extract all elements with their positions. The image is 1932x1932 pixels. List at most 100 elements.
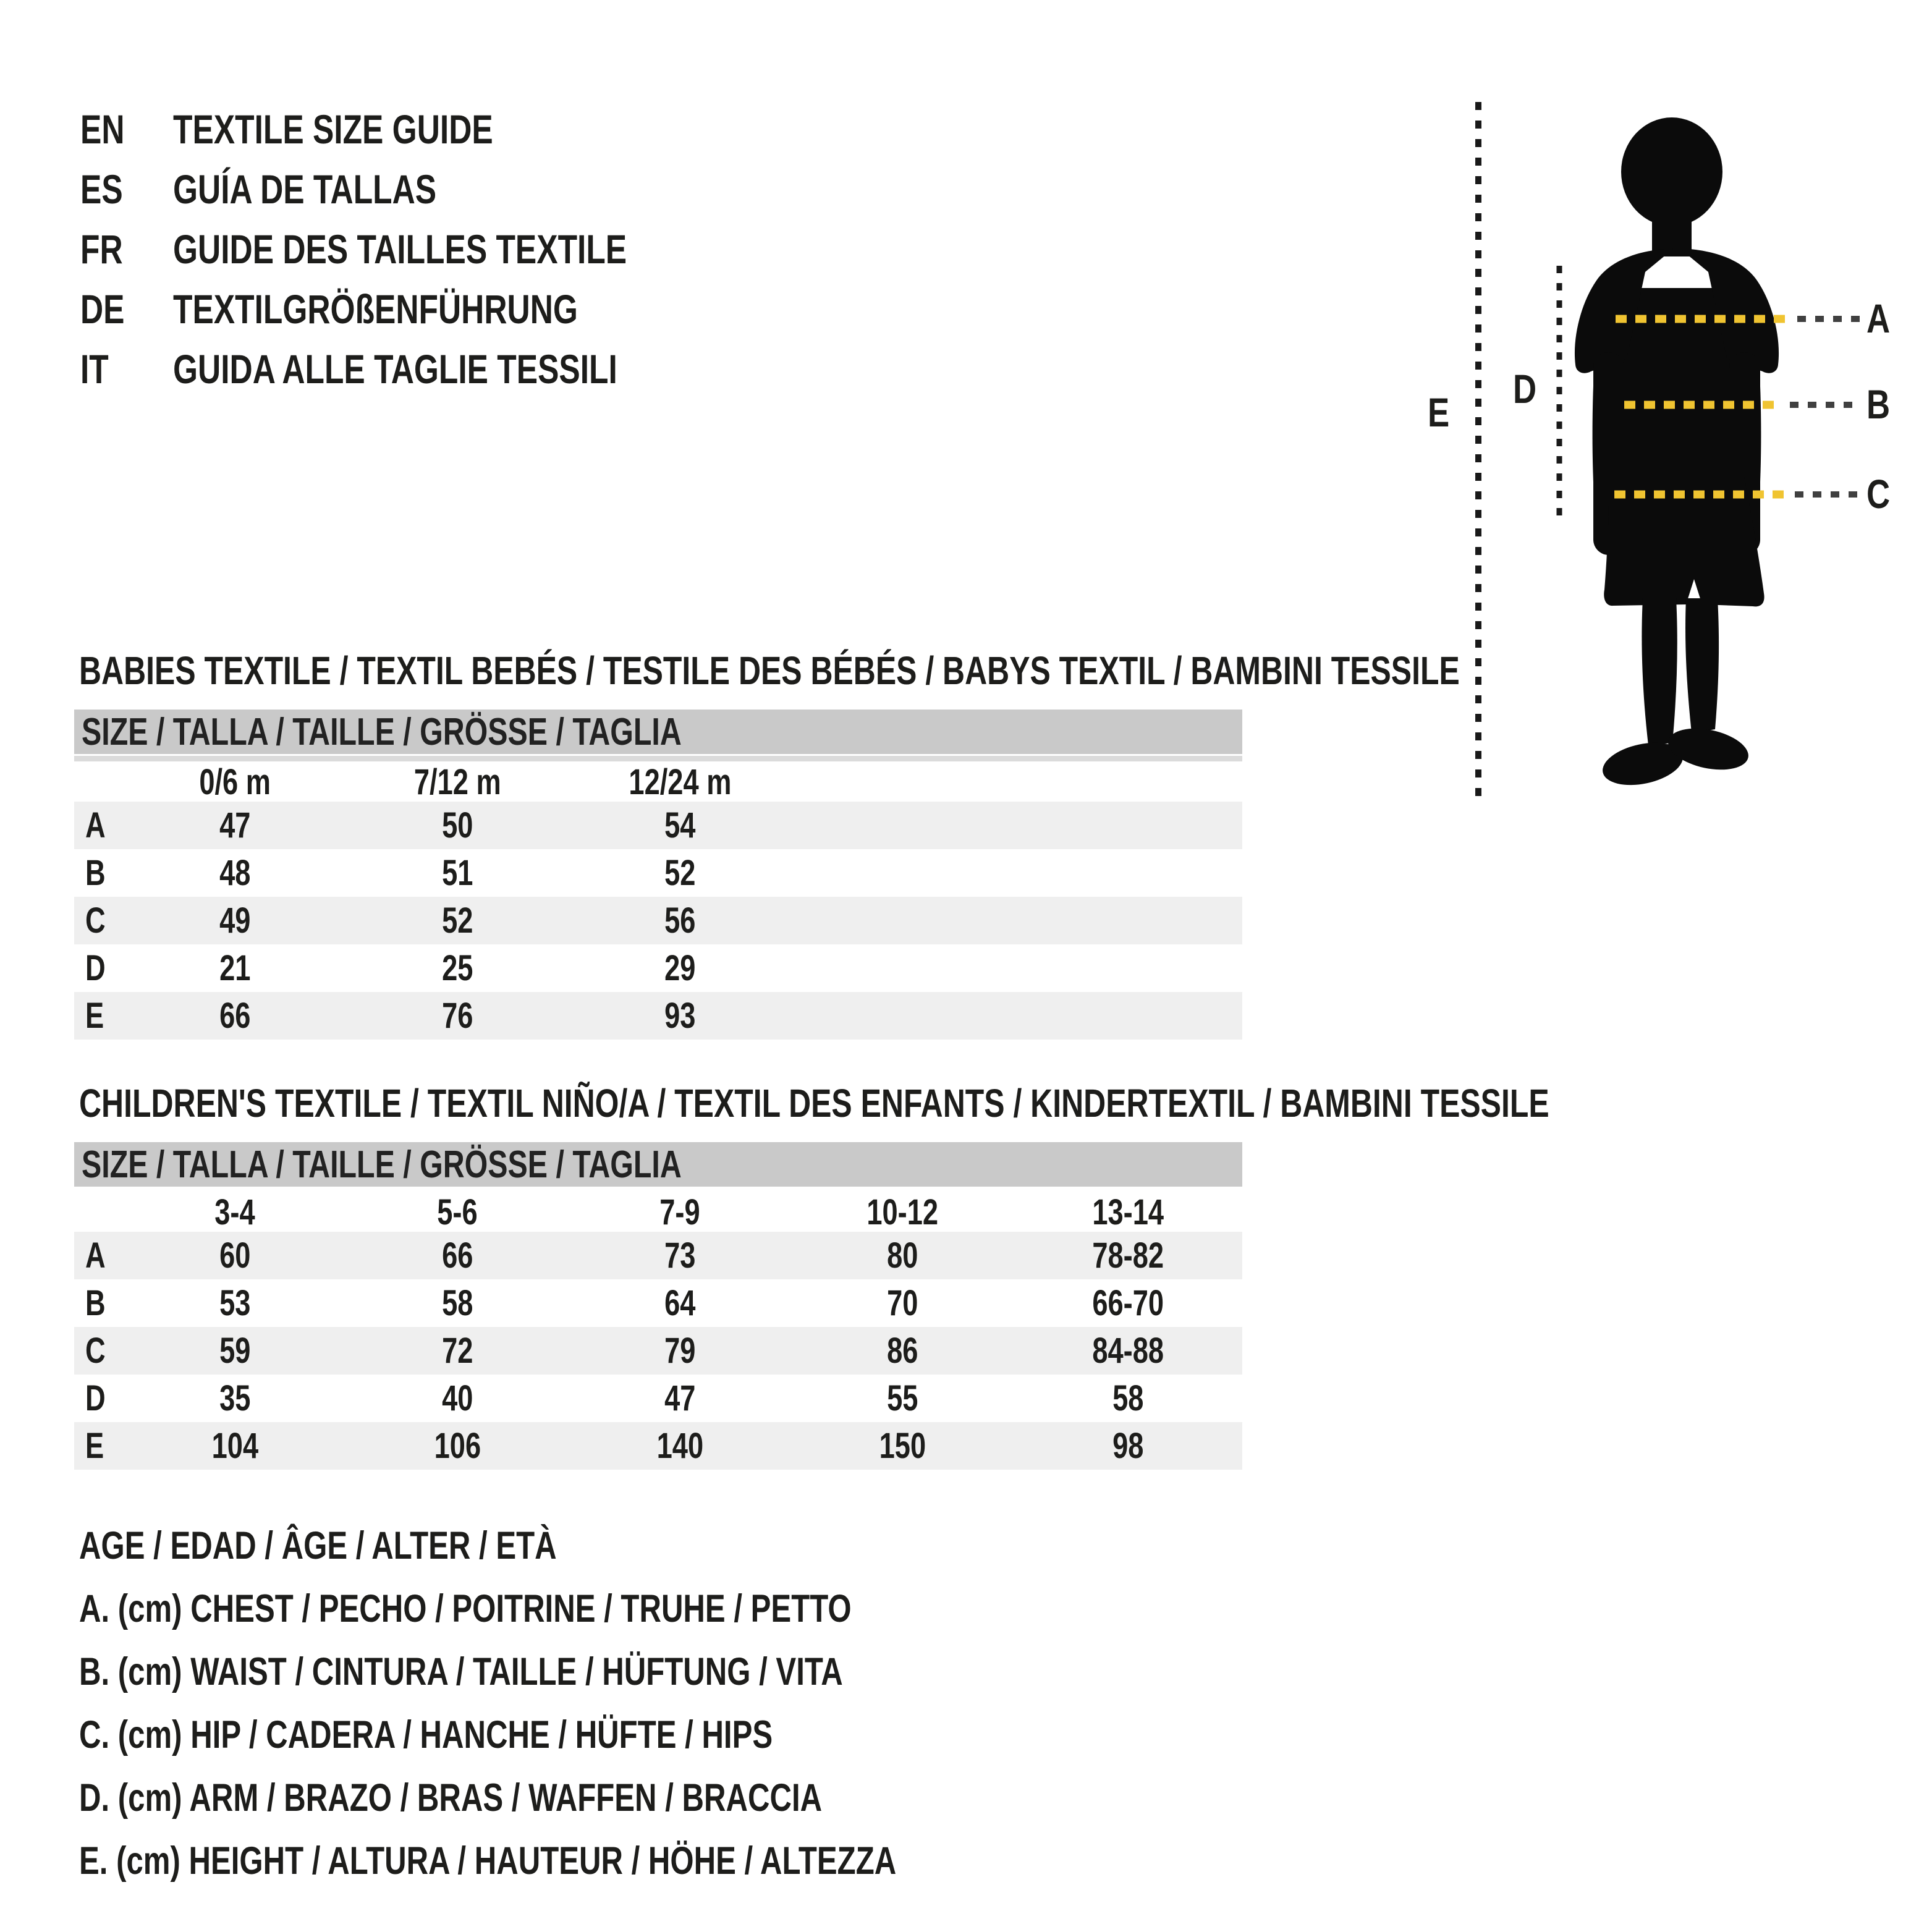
size-cell: 40 (441, 1378, 473, 1418)
size-cell: 25 (441, 948, 473, 988)
child-silhouette-icon (1574, 117, 1779, 786)
legend-line-arm: D. (cm) ARM / BRAZO / BRAS / WAFFEN / BR… (79, 1776, 823, 1820)
babies-table-row-b: B 48 51 52 (74, 849, 1242, 897)
language-row-fr: FR GUIDE DES TAILLES TEXTILE (80, 219, 755, 279)
babies-section-title: BABIES TEXTILE / TEXTIL BEBÉS / TESTILE … (79, 648, 1460, 693)
size-cell: 59 (219, 1331, 251, 1371)
language-row-de: DE TEXTILGRÖßENFÜHRUNG (80, 279, 755, 339)
legend-line-height: E. (cm) HEIGHT / ALTURA / HAUTEUR / HÖHE… (79, 1839, 897, 1883)
child-left-shoe (1603, 742, 1683, 786)
row-label: A (85, 1235, 106, 1276)
size-cell: 73 (664, 1235, 696, 1276)
babies-table-header-bar: SIZE / TALLA / TAILLE / GRÖSSE / TAGLIA (74, 710, 1242, 754)
language-title-fr: GUIDE DES TAILLES TEXTILE (173, 226, 627, 272)
row-label: C (85, 900, 106, 941)
size-cell: 55 (886, 1378, 918, 1418)
measure-label-a: A (1866, 295, 1890, 341)
children-column-header-4: 10-12 (866, 1192, 938, 1232)
size-cell: 104 (211, 1426, 258, 1466)
babies-column-header-2: 7/12 m (413, 762, 501, 802)
size-cell: 54 (664, 805, 696, 845)
size-cell: 58 (441, 1283, 473, 1323)
children-column-header-2: 5-6 (437, 1192, 478, 1232)
size-cell: 21 (219, 948, 251, 988)
language-code-de: DE (80, 286, 125, 332)
child-left-sleeve (1574, 248, 1674, 373)
row-label: B (85, 1283, 106, 1323)
row-label: A (85, 805, 106, 845)
language-row-es: ES GUÍA DE TALLAS (80, 159, 755, 219)
size-cell: 70 (886, 1283, 918, 1323)
child-neck (1652, 207, 1692, 256)
language-row-it: IT GUIDA ALLE TAGLIE TESSILI (80, 339, 755, 399)
measure-label-c: C (1866, 471, 1890, 517)
language-title-de: TEXTILGRÖßENFÜHRUNG (173, 286, 578, 332)
size-cell: 66-70 (1092, 1283, 1164, 1323)
babies-size-header-label: SIZE / TALLA / TAILLE / GRÖSSE / TAGLIA (82, 710, 682, 753)
measure-label-b: B (1866, 381, 1890, 427)
language-code-fr: FR (80, 226, 123, 272)
measurement-legend: AGE / EDAD / ÂGE / ALTER / ETÀ A. (cm) C… (79, 1514, 1127, 1892)
language-row-en: EN TEXTILE SIZE GUIDE (80, 99, 755, 159)
children-column-header-5: 13-14 (1092, 1192, 1164, 1232)
legend-line-age: AGE / EDAD / ÂGE / ALTER / ETÀ (79, 1524, 557, 1567)
babies-table-row-a: A 47 50 54 (74, 802, 1242, 849)
size-cell: 78-82 (1092, 1235, 1164, 1276)
language-title-es: GUÍA DE TALLAS (173, 166, 437, 212)
child-right-shoe (1668, 728, 1748, 770)
row-label: E (85, 996, 104, 1036)
language-title-it: GUIDA ALLE TAGLIE TESSILI (173, 345, 617, 392)
babies-column-header-1: 0/6 m (199, 762, 271, 802)
size-cell: 47 (664, 1378, 696, 1418)
child-head (1621, 117, 1722, 226)
babies-table-header-bar-strip (74, 756, 1242, 761)
size-cell: 35 (219, 1378, 251, 1418)
row-label: D (85, 948, 106, 988)
measure-label-d: D (1513, 366, 1536, 412)
children-table-row-a: A 60 66 73 80 78-82 (74, 1232, 1242, 1279)
row-label: B (85, 853, 106, 893)
legend-line-hip: C. (cm) HIP / CADERA / HANCHE / HÜFTE / … (79, 1713, 773, 1756)
babies-table-row-d: D 21 25 29 (74, 944, 1242, 992)
legend-line-waist: B. (cm) WAIST / CINTURA / TAILLE / HÜFTU… (79, 1650, 843, 1693)
size-cell: 48 (219, 853, 251, 893)
size-cell: 51 (441, 853, 473, 893)
child-torso (1592, 288, 1761, 525)
size-cell: 50 (441, 805, 473, 845)
language-code-it: IT (80, 345, 109, 392)
size-cell: 49 (219, 900, 251, 941)
children-size-header-label: SIZE / TALLA / TAILLE / GRÖSSE / TAGLIA (82, 1143, 682, 1186)
size-cell: 150 (879, 1426, 926, 1466)
size-cell: 98 (1112, 1426, 1144, 1466)
children-table-row-d: D 35 40 47 55 58 (74, 1375, 1242, 1422)
size-cell: 60 (219, 1235, 251, 1276)
children-table-row-e: E 104 106 140 150 98 (74, 1422, 1242, 1470)
babies-table-row-c: C 49 52 56 (74, 897, 1242, 944)
babies-column-header-3: 12/24 m (628, 762, 731, 802)
size-cell: 79 (664, 1331, 696, 1371)
child-shorts (1604, 476, 1765, 607)
children-table-row-b: B 53 58 64 70 66-70 (74, 1279, 1242, 1327)
size-cell: 76 (441, 996, 473, 1036)
babies-table-row-e: E 66 76 93 (74, 992, 1242, 1040)
language-header: EN TEXTILE SIZE GUIDE ES GUÍA DE TALLAS … (80, 99, 755, 399)
size-cell: 58 (1112, 1378, 1144, 1418)
children-column-header-row: 3-4 5-6 7-9 10-12 13-14 (74, 1192, 1242, 1232)
size-cell: 52 (441, 900, 473, 941)
size-cell: 66 (219, 996, 251, 1036)
size-cell: 56 (664, 900, 696, 941)
size-cell: 64 (664, 1283, 696, 1323)
size-cell: 52 (664, 853, 696, 893)
size-cell: 47 (219, 805, 251, 845)
child-left-leg (1642, 598, 1677, 745)
child-right-leg (1685, 598, 1719, 733)
size-cell: 72 (441, 1331, 473, 1371)
size-cell: 53 (219, 1283, 251, 1323)
size-cell: 29 (664, 948, 696, 988)
children-table-row-c: C 59 72 79 86 84-88 (74, 1327, 1242, 1375)
size-cell: 93 (664, 996, 696, 1036)
legend-line-chest: A. (cm) CHEST / PECHO / POITRINE / TRUHE… (79, 1587, 852, 1630)
size-cell: 66 (441, 1235, 473, 1276)
children-section-title: CHILDREN'S TEXTILE / TEXTIL NIÑO/A / TEX… (79, 1081, 1549, 1125)
row-label: D (85, 1378, 106, 1418)
